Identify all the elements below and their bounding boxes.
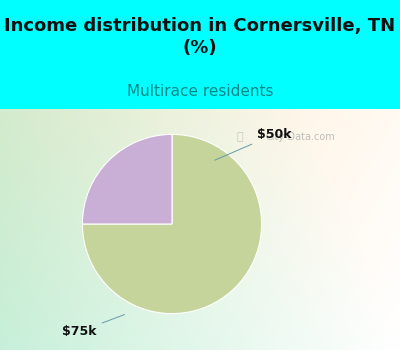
- Text: $50k: $50k: [215, 128, 292, 160]
- Text: $75k: $75k: [62, 315, 125, 338]
- Wedge shape: [82, 134, 172, 224]
- Text: City-Data.com: City-Data.com: [265, 133, 335, 142]
- Text: Income distribution in Cornersville, TN
(%): Income distribution in Cornersville, TN …: [4, 17, 396, 57]
- Wedge shape: [82, 134, 262, 314]
- Text: ⭘: ⭘: [237, 133, 243, 142]
- Text: Multirace residents: Multirace residents: [127, 84, 273, 99]
